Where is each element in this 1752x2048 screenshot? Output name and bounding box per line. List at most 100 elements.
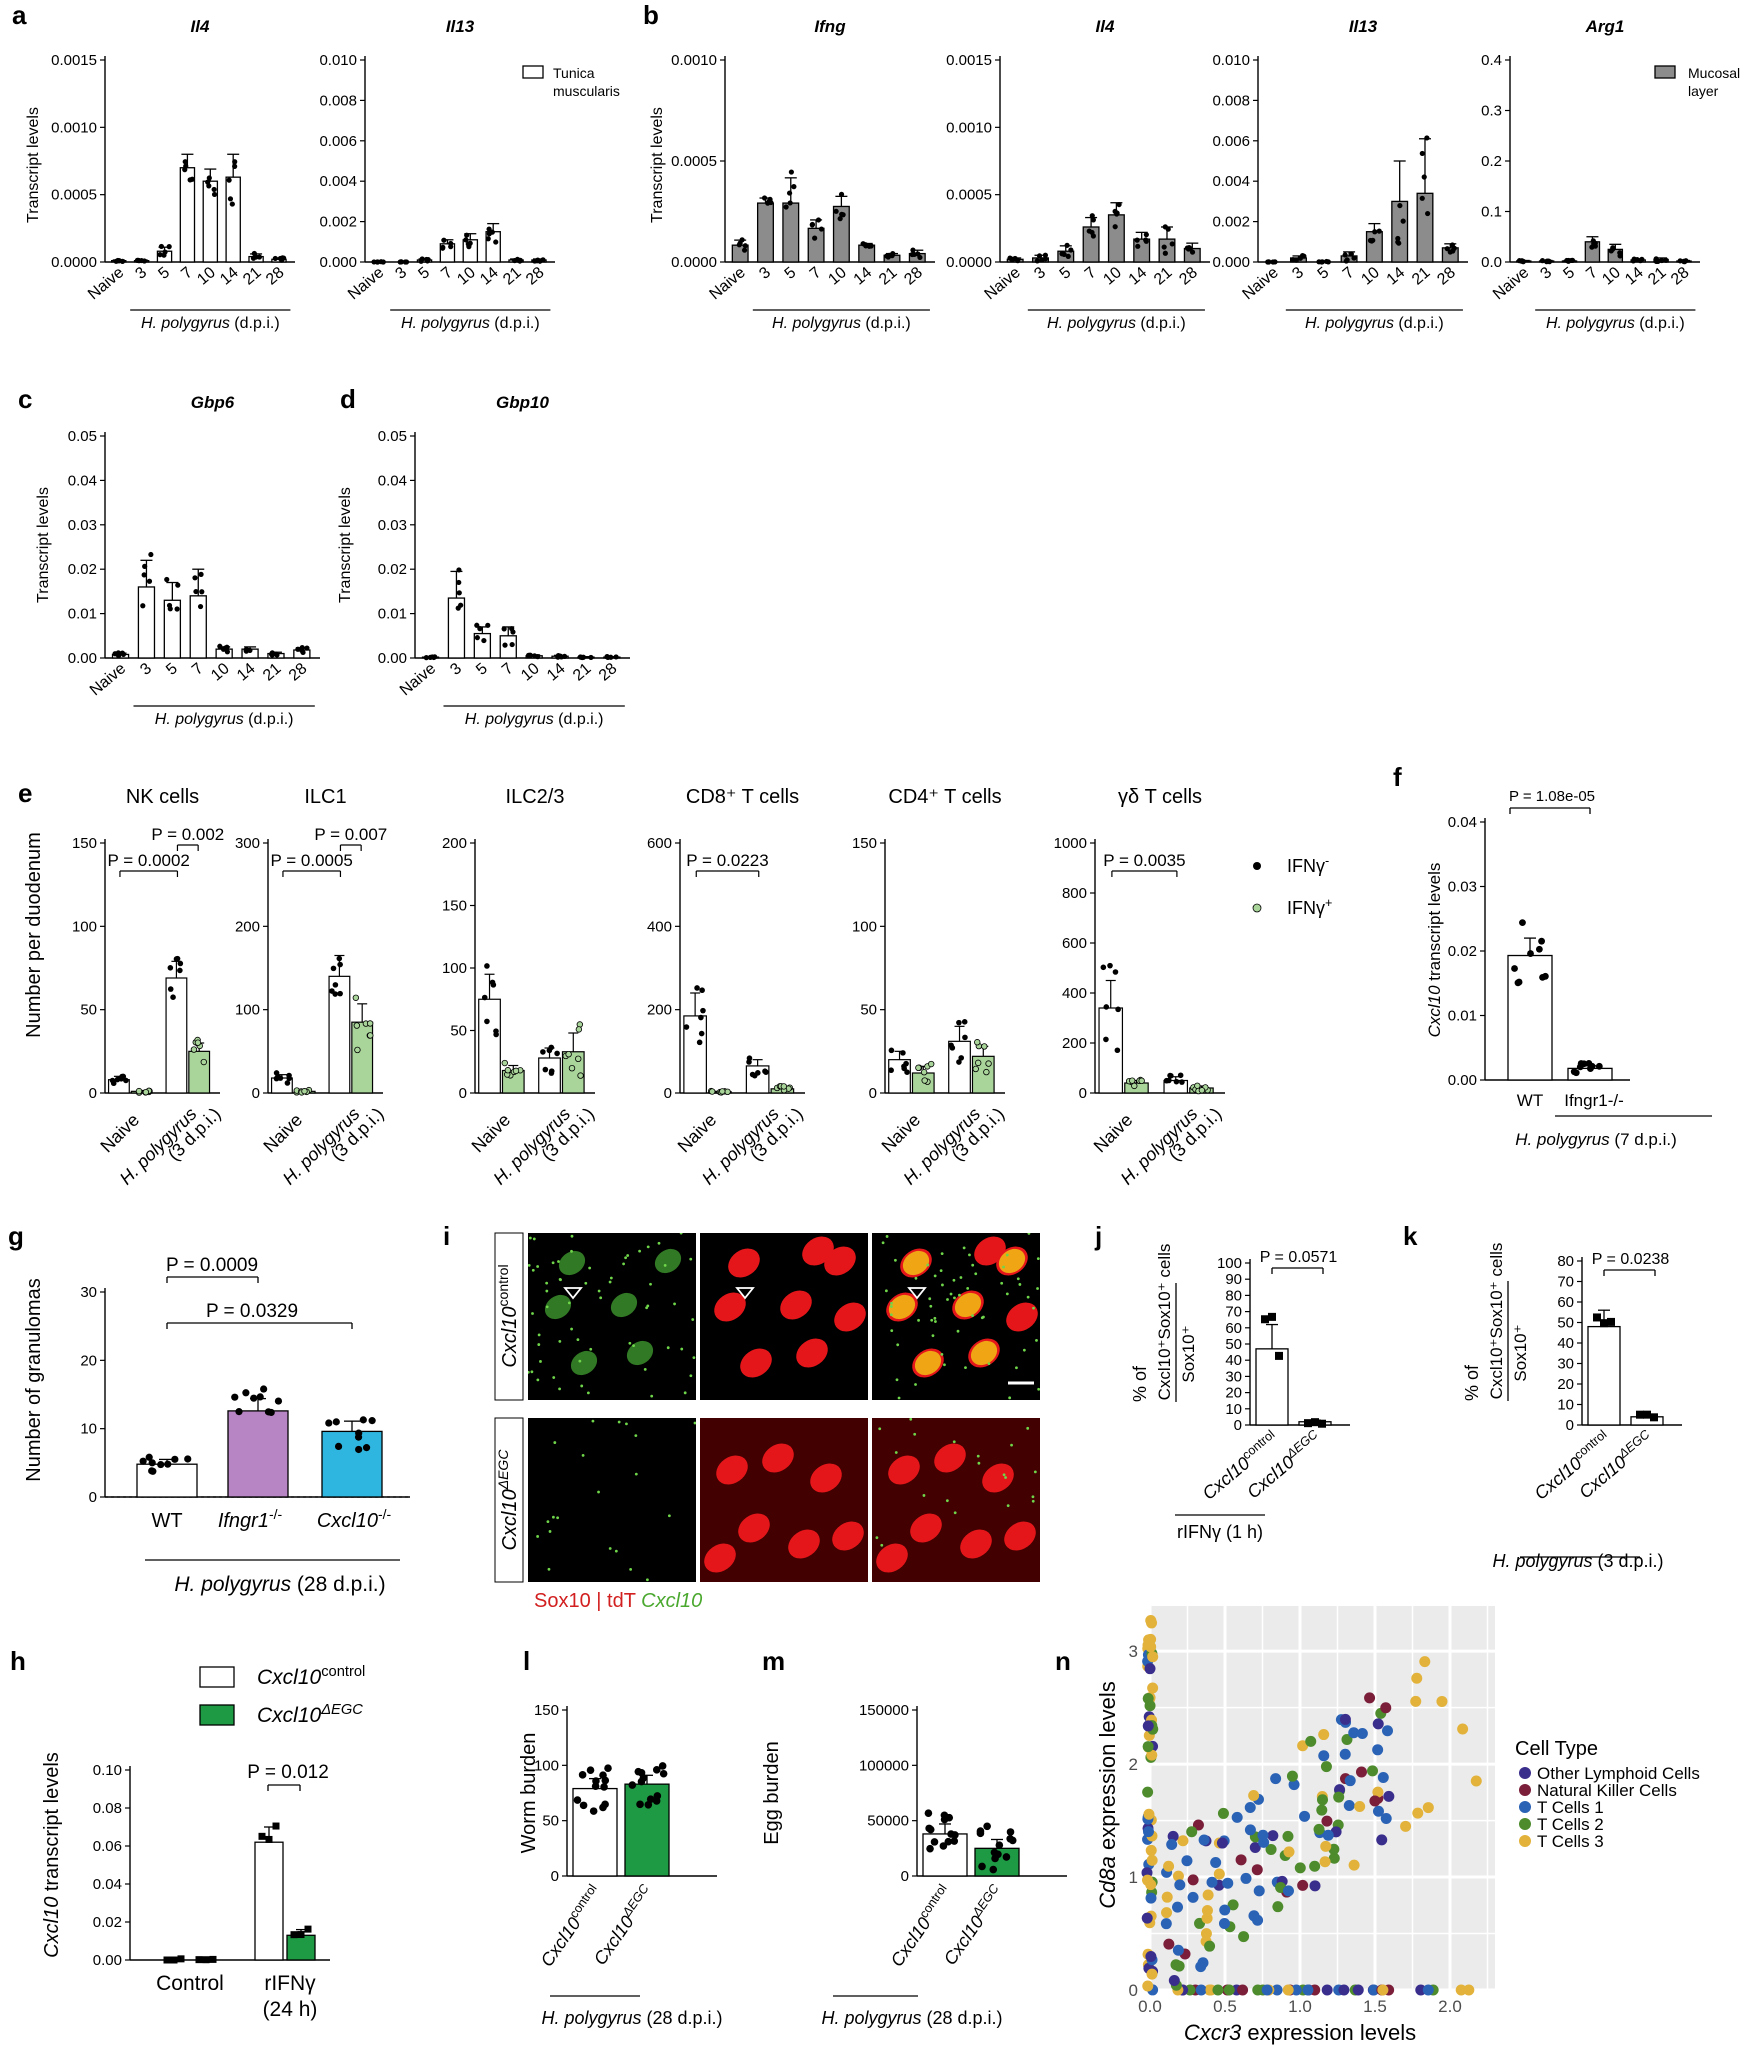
e-panel-5-data-point — [972, 1065, 979, 1073]
f-data-point — [1515, 978, 1523, 986]
a-il4-bar — [179, 167, 196, 263]
k-ylabel-bottom: Sox10⁺ — [1511, 1324, 1530, 1381]
d-gbp10-data-point — [432, 654, 438, 660]
panel-letter-a: a — [12, 0, 27, 30]
micrograph-dot — [570, 1234, 574, 1238]
e-panel-6-title: γδ T cells — [1118, 786, 1202, 808]
b-ifng-data-point — [788, 169, 794, 175]
n-point — [1290, 1984, 1302, 1996]
micrograph-dot — [679, 1233, 683, 1235]
micrograph-dot — [617, 1420, 621, 1424]
a-il4-xtick-label: 5 — [155, 264, 173, 283]
n-point — [1380, 1702, 1392, 1714]
g-data-point — [139, 1457, 147, 1465]
micrograph-signal-cluster — [654, 1248, 682, 1274]
c-gbp6-data-point — [167, 606, 173, 612]
b-ifng-data-point — [739, 237, 745, 243]
d-gbp10-data-point — [535, 654, 541, 660]
e-panel-2-ytick-label: 100 — [235, 1002, 260, 1019]
a-il4-xtick-label: 28 — [263, 264, 288, 289]
e-panel-6-data-point — [1100, 964, 1107, 971]
e-panel-2-data-point — [330, 965, 337, 972]
l-data-point — [601, 1800, 609, 1809]
n-point — [1244, 1824, 1256, 1836]
panel-letter-f: f — [1393, 762, 1402, 792]
d-gbp10-data-point — [474, 622, 480, 628]
e-panel-4-ytick-label: 0 — [664, 1085, 672, 1102]
b-arg1-group-label: H. polygyrus (d.p.i.) — [1546, 315, 1685, 332]
n-legend-marker — [1519, 1784, 1531, 1796]
panel-letter-n: n — [1055, 1646, 1071, 1676]
a-il13-ytick-label: 0.008 — [319, 92, 357, 109]
e-panel-6-data-point — [1115, 1006, 1121, 1013]
m-data-point — [976, 1827, 985, 1835]
n-ytick-label: 1 — [1129, 1868, 1138, 1887]
micrograph-dot — [1032, 1306, 1035, 1310]
d-gbp10-data-point — [561, 653, 568, 659]
d-gbp10-data-point — [577, 654, 583, 660]
micrograph-r1c1 — [528, 1233, 696, 1400]
j-data-point — [1318, 1419, 1326, 1428]
c-gbp6-ytick-label: 0.02 — [68, 561, 97, 578]
m-data-point — [924, 1809, 933, 1817]
n-point — [1297, 1740, 1309, 1752]
b-ifng-xtick-label: 10 — [825, 264, 850, 289]
micrograph-dot — [1036, 1257, 1040, 1261]
b-ifng-data-point — [868, 243, 874, 249]
micrograph-dot — [953, 1511, 957, 1515]
g-bar — [321, 1430, 383, 1498]
a-il4-ytick-label: 0.0010 — [51, 119, 97, 136]
micrograph-dot — [958, 1293, 961, 1297]
e-panel-2-ytick-label: 0 — [252, 1085, 260, 1102]
i-caption: Sox10 | tdT Cxcl10 — [534, 1590, 702, 1612]
n-point — [1172, 1944, 1184, 1956]
k-ytick-label: 40 — [1557, 1335, 1574, 1352]
k-data-point — [1593, 1313, 1601, 1322]
h-ytick-label: 0.08 — [93, 1800, 122, 1817]
micrograph-dot — [634, 1434, 638, 1437]
e-panel-6-data-point — [1103, 1036, 1109, 1043]
micrograph-dot — [553, 1441, 557, 1444]
b-il4-data-point — [1116, 201, 1122, 208]
a-il13-data-point — [440, 245, 446, 251]
micrograph-dot — [657, 1241, 661, 1245]
g-group-label: H. polygyrus (28 d.p.i.) — [174, 1573, 385, 1596]
c-gbp6-xtick-label: 7 — [189, 660, 207, 679]
e-panel-3-data-point — [577, 1072, 584, 1079]
e-panel-2-pvalue: P = 0.0005 — [270, 851, 352, 870]
l-data-point — [658, 1762, 667, 1770]
n-legend-item: T Cells 3 — [1537, 1832, 1604, 1851]
h-data-point — [177, 1955, 185, 1963]
e-panel-5-data-point — [962, 1034, 968, 1041]
b-ifng-data-point — [742, 243, 748, 249]
panel-letter-c: c — [18, 384, 32, 414]
micrograph-dot — [974, 1272, 978, 1276]
d-gbp10-xtick-label: 3 — [447, 660, 465, 679]
n-point — [1339, 1713, 1351, 1725]
n-point — [1338, 1984, 1350, 1996]
b-il4-data-point — [1161, 244, 1167, 250]
micrograph-dot — [625, 1422, 628, 1426]
micrograph-dot — [875, 1536, 879, 1540]
micrograph-dot — [666, 1346, 670, 1350]
e-panel-5-ytick-label: 100 — [852, 918, 877, 935]
n-point — [1321, 1815, 1333, 1827]
micrograph-dot — [952, 1440, 956, 1444]
n-point — [1436, 1695, 1448, 1707]
j-ytick-label: 20 — [1225, 1385, 1242, 1402]
m-data-point — [940, 1811, 949, 1820]
micrograph-dot — [881, 1241, 885, 1245]
l-data-point — [628, 1781, 637, 1789]
e-panel-6-data-point — [1112, 969, 1119, 975]
n-xtick-label: 2.0 — [1438, 1997, 1462, 2016]
m-data-point — [983, 1822, 991, 1831]
b-ifng-xtick-label: 3 — [756, 264, 774, 283]
f-group-label: H. polygyrus (7 d.p.i.) — [1515, 1130, 1677, 1149]
micrograph-dot — [531, 1312, 534, 1315]
a-il4-data-point — [162, 249, 168, 255]
micrograph-dot — [576, 1338, 580, 1342]
b-il13-ytick-label: 0.000 — [1212, 254, 1250, 271]
n-point — [1283, 1846, 1295, 1858]
l-data-point — [634, 1767, 643, 1776]
e-panel-5-data-point — [974, 1039, 981, 1046]
